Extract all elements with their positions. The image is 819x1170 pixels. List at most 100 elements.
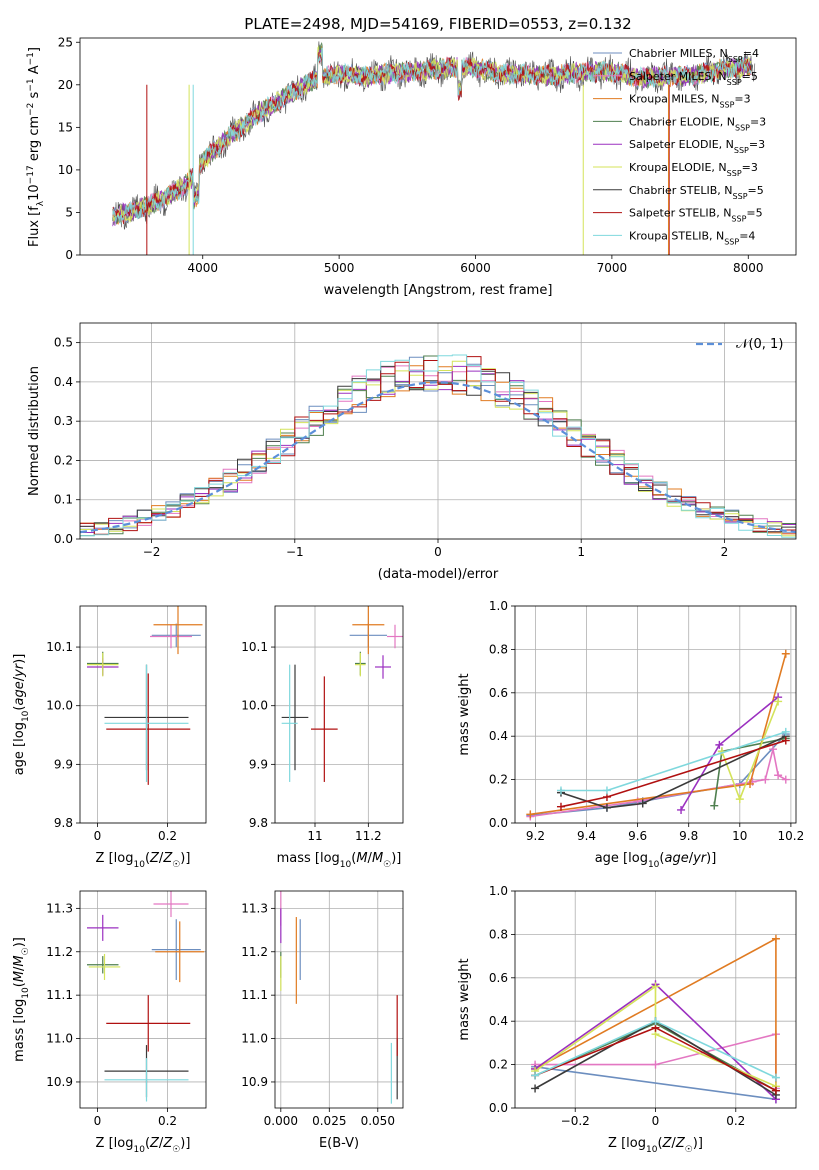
y-tick-label: 0.4 [489, 729, 508, 743]
plot-area [80, 354, 796, 539]
series-salpeter-miles [526, 745, 790, 821]
series-kroupa-stelib [531, 1017, 780, 1082]
y-tick-label: 0.8 [489, 927, 508, 941]
data-marker [531, 1071, 540, 1080]
y-tick-label: 0.0 [489, 816, 508, 830]
data-point-kroupa-stelib [104, 664, 189, 782]
x-axis-label: mass [log10(M/M☉)] [277, 851, 402, 870]
y-axis-label: mass weight [457, 673, 472, 755]
y-tick-label: 11.3 [241, 901, 268, 915]
series-salpeter-elodie [677, 693, 783, 814]
residuals-histogram-panel: −2 −1 0 1 2 0.0 0.1 0.2 0.3 0.4 0.5 𝒩(0, 1) (data-mo… [27, 322, 797, 582]
spectrum-series-salpeter-stelib [112, 52, 752, 225]
y-tick-label: 0.4 [489, 1014, 508, 1028]
y-tick-label: 5 [65, 205, 73, 219]
data-marker [602, 786, 611, 795]
spectrum-series-kroupa-stelib [112, 47, 752, 225]
y-tick-label: 11.0 [241, 1032, 268, 1046]
x-axis-label: (data-model)/error [378, 567, 499, 582]
data-marker [715, 740, 724, 749]
x-tick-label: 0 [94, 829, 102, 843]
x-tick-label: −2 [143, 545, 161, 559]
y-axis-label: age [log10(age/yr)] [12, 654, 31, 776]
data-point-chabrier-elodie [87, 956, 119, 974]
histogram-series-kroupa-stelib [80, 354, 796, 539]
data-point-salpeter-stelib [311, 676, 338, 782]
y-tick-label: 0.5 [54, 336, 73, 350]
axes-frame [79, 322, 797, 540]
mass-weight-vs-age-panel: 9.2 9.4 9.6 9.8 10 10.2 0.0 0.2 0.4 0.6 0.8 1.0 age … [457, 599, 804, 870]
axes-frame [274, 890, 404, 1109]
y-axis-label: Flux [fλ10−17 erg cm−2 s−1 A−1] [26, 47, 46, 247]
y-tick-label: 9.9 [249, 757, 268, 771]
axes-frame [514, 605, 797, 824]
data-marker [531, 1084, 540, 1093]
data-marker [781, 736, 790, 745]
data-point-kroupa-elodie [87, 652, 119, 677]
x-tick-label: 2 [721, 545, 729, 559]
series-kroupa-stelib [556, 727, 790, 795]
normal-distribution-curve [80, 381, 796, 534]
axes-frame [79, 890, 207, 1109]
legend-entry: Chabrier MILES, NSSP=4 [629, 47, 759, 64]
data-point-kroupa-miles [352, 606, 385, 655]
y-tick-label: 20 [58, 78, 73, 92]
y-tick-label: 0.2 [54, 453, 73, 467]
axes-frame [514, 890, 797, 1109]
x-tick-label: 5000 [324, 261, 355, 275]
x-axis-label: wavelength [Angstrom, rest frame] [324, 283, 553, 298]
legend-entry: Chabrier ELODIE, NSSP=3 [629, 115, 766, 131]
data-point-kroupa-miles [155, 921, 205, 983]
y-tick-label: 0.8 [489, 642, 508, 656]
data-marker [651, 1060, 660, 1069]
x-tick-label: 7000 [597, 261, 628, 275]
x-tick-label: 8000 [733, 261, 764, 275]
data-marker [769, 745, 778, 754]
x-tick-label: 0.2 [158, 829, 177, 843]
age-vs-mass-panel: 11 11.2 9.8 9.9 10.0 10.1 mass [log10(M/M☉)] [241, 605, 404, 870]
x-tick-label: 10.2 [778, 829, 805, 843]
figure-title: PLATE=2498, MJD=54169, FIBERID=0553, z=0… [244, 15, 631, 33]
legend-entry: Salpeter ELODIE, NSSP=3 [629, 138, 765, 155]
data-marker [761, 775, 770, 784]
x-tick-label: 10 [732, 829, 747, 843]
y-tick-label: 9.9 [54, 757, 73, 771]
x-tick-label: 11 [307, 829, 322, 843]
series-line [680, 696, 779, 811]
x-tick-label: 11.2 [355, 829, 382, 843]
y-tick-label: 0 [65, 248, 73, 262]
y-tick-label: 10.9 [46, 1075, 73, 1089]
spectrum-series-kroupa-elodie [112, 45, 752, 223]
x-axis-label: age [log10(age/yr)] [595, 851, 717, 870]
y-tick-label: 9.8 [249, 816, 268, 830]
y-tick-label: 1.0 [489, 884, 508, 898]
axes-frame [274, 605, 404, 824]
y-tick-label: 11.1 [46, 988, 73, 1002]
data-marker [781, 727, 790, 736]
series-line [560, 735, 787, 809]
age-vs-metallicity-panel: 0 0.2 9.8 9.9 10.0 10.1 Z [log10(Z/Z☉)] age [lo… [12, 605, 207, 870]
data-marker [735, 795, 744, 804]
axes-frame [79, 37, 797, 256]
data-point-kroupa-elodie [88, 953, 121, 980]
data-point-salpeter-stelib [106, 673, 191, 785]
data-point-chabrier-miles [151, 623, 201, 648]
data-point-chabrier-miles [151, 919, 201, 980]
mass-vs-metallicity-panel: 0 0.2 10.9 11.0 11.1 11.2 11.3 Z [log10(Z/Z☉)] m… [12, 890, 207, 1155]
x-tick-label: −0.2 [561, 1114, 590, 1128]
spectrum-series-salpeter-elodie [112, 49, 752, 227]
data-point-salpeter-elodie [87, 914, 119, 941]
y-tick-label: 25 [58, 35, 73, 49]
y-tick-label: 0.0 [489, 1101, 508, 1115]
x-tick-label: 9.6 [628, 829, 647, 843]
y-tick-label: 11.1 [241, 988, 268, 1002]
data-marker [526, 810, 535, 819]
data-point-salpeter-stelib [106, 995, 191, 1052]
x-tick-label: 0.050 [361, 1114, 395, 1128]
series-line [534, 1066, 777, 1101]
data-point-chabrier-stelib [281, 664, 309, 771]
data-point-salpeter-miles [387, 624, 403, 649]
data-point-kroupa-elodie [355, 652, 366, 677]
data-point-kroupa-stelib [281, 664, 298, 782]
